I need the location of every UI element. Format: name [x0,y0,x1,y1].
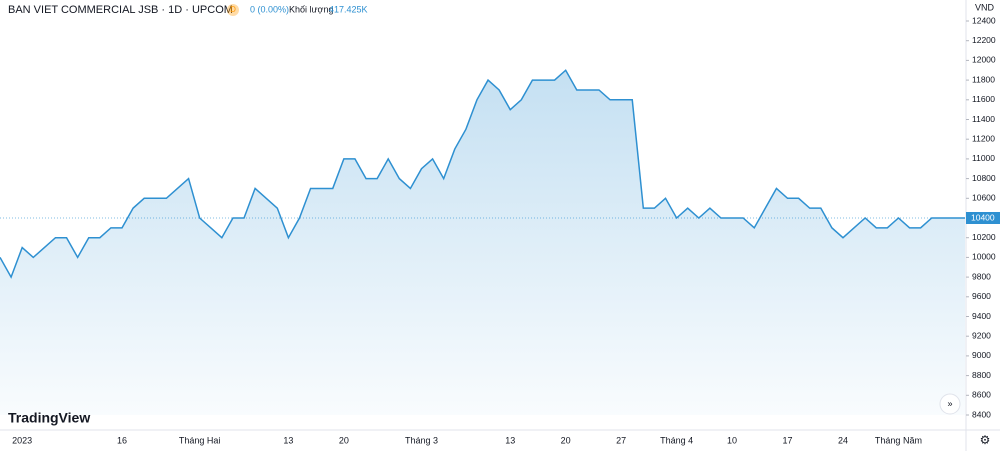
y-tick-label: 9600 [972,291,991,301]
plot [0,69,965,415]
change: 0 (0.00%) [250,4,289,14]
area-fill [0,70,965,415]
logo: TradingView [8,410,90,426]
y-tick-label: 12200 [972,35,996,45]
y-tick-label: 12400 [972,15,996,25]
x-tick-label: Tháng Năm [875,435,922,445]
volume: 417.425K [329,4,368,14]
x-tick-label: 20 [339,435,349,445]
x-tick-label: 10 [727,435,737,445]
x-tick-label: 16 [117,435,127,445]
y-tick-label: 11800 [972,74,995,84]
volume-label: Khối lượng [289,4,333,14]
currency[interactable]: VND [975,2,995,12]
y-tick-label: 8800 [972,370,991,380]
interval-badge: D [230,5,236,14]
x-tick-label: Tháng Hai [179,435,221,445]
y-tick-label: 8400 [972,409,991,419]
y-tick-label: 9200 [972,330,991,340]
x-tick-label: 17 [783,435,793,445]
x-tick-label: 13 [283,435,293,445]
y-tick-label: 10600 [972,193,996,203]
settings-icon[interactable]: ⚙ [980,433,991,447]
y-tick-label: 10200 [972,232,996,242]
y-tick-label: 12000 [972,55,996,65]
y-tick-label: 10000 [972,252,996,262]
badge [227,4,239,16]
y-tick-label: 11600 [972,94,995,104]
scroll-button[interactable] [939,393,961,415]
y-tick-label: 9400 [972,311,991,321]
x-tick-label: Tháng 3 [405,435,438,445]
last-price-label: 10400 [971,212,995,222]
x-tick-label: Tháng 4 [660,435,693,445]
y-tick-label: 9000 [972,350,991,360]
y-tick-label: 9800 [972,271,991,281]
x-tick-label: 13 [505,435,515,445]
last-price-box [966,212,1000,224]
x-tick-label: 20 [561,435,571,445]
chart-title: BAN VIET COMMERCIAL JSB · 1D · UPCOM [8,4,233,16]
price-line [0,69,965,279]
y-tick-label: 11400 [972,114,995,124]
x-tick-label: 2023 [12,435,32,445]
y-tick-label: 11200 [972,133,995,143]
y-tick-label: 8600 [972,390,991,400]
x-tick-label: 24 [838,435,848,445]
scroll-icon[interactable]: » [947,398,952,408]
x-tick-label: 27 [616,435,626,445]
y-tick-label: 11000 [972,153,995,163]
y-tick-label: 10800 [972,173,996,183]
